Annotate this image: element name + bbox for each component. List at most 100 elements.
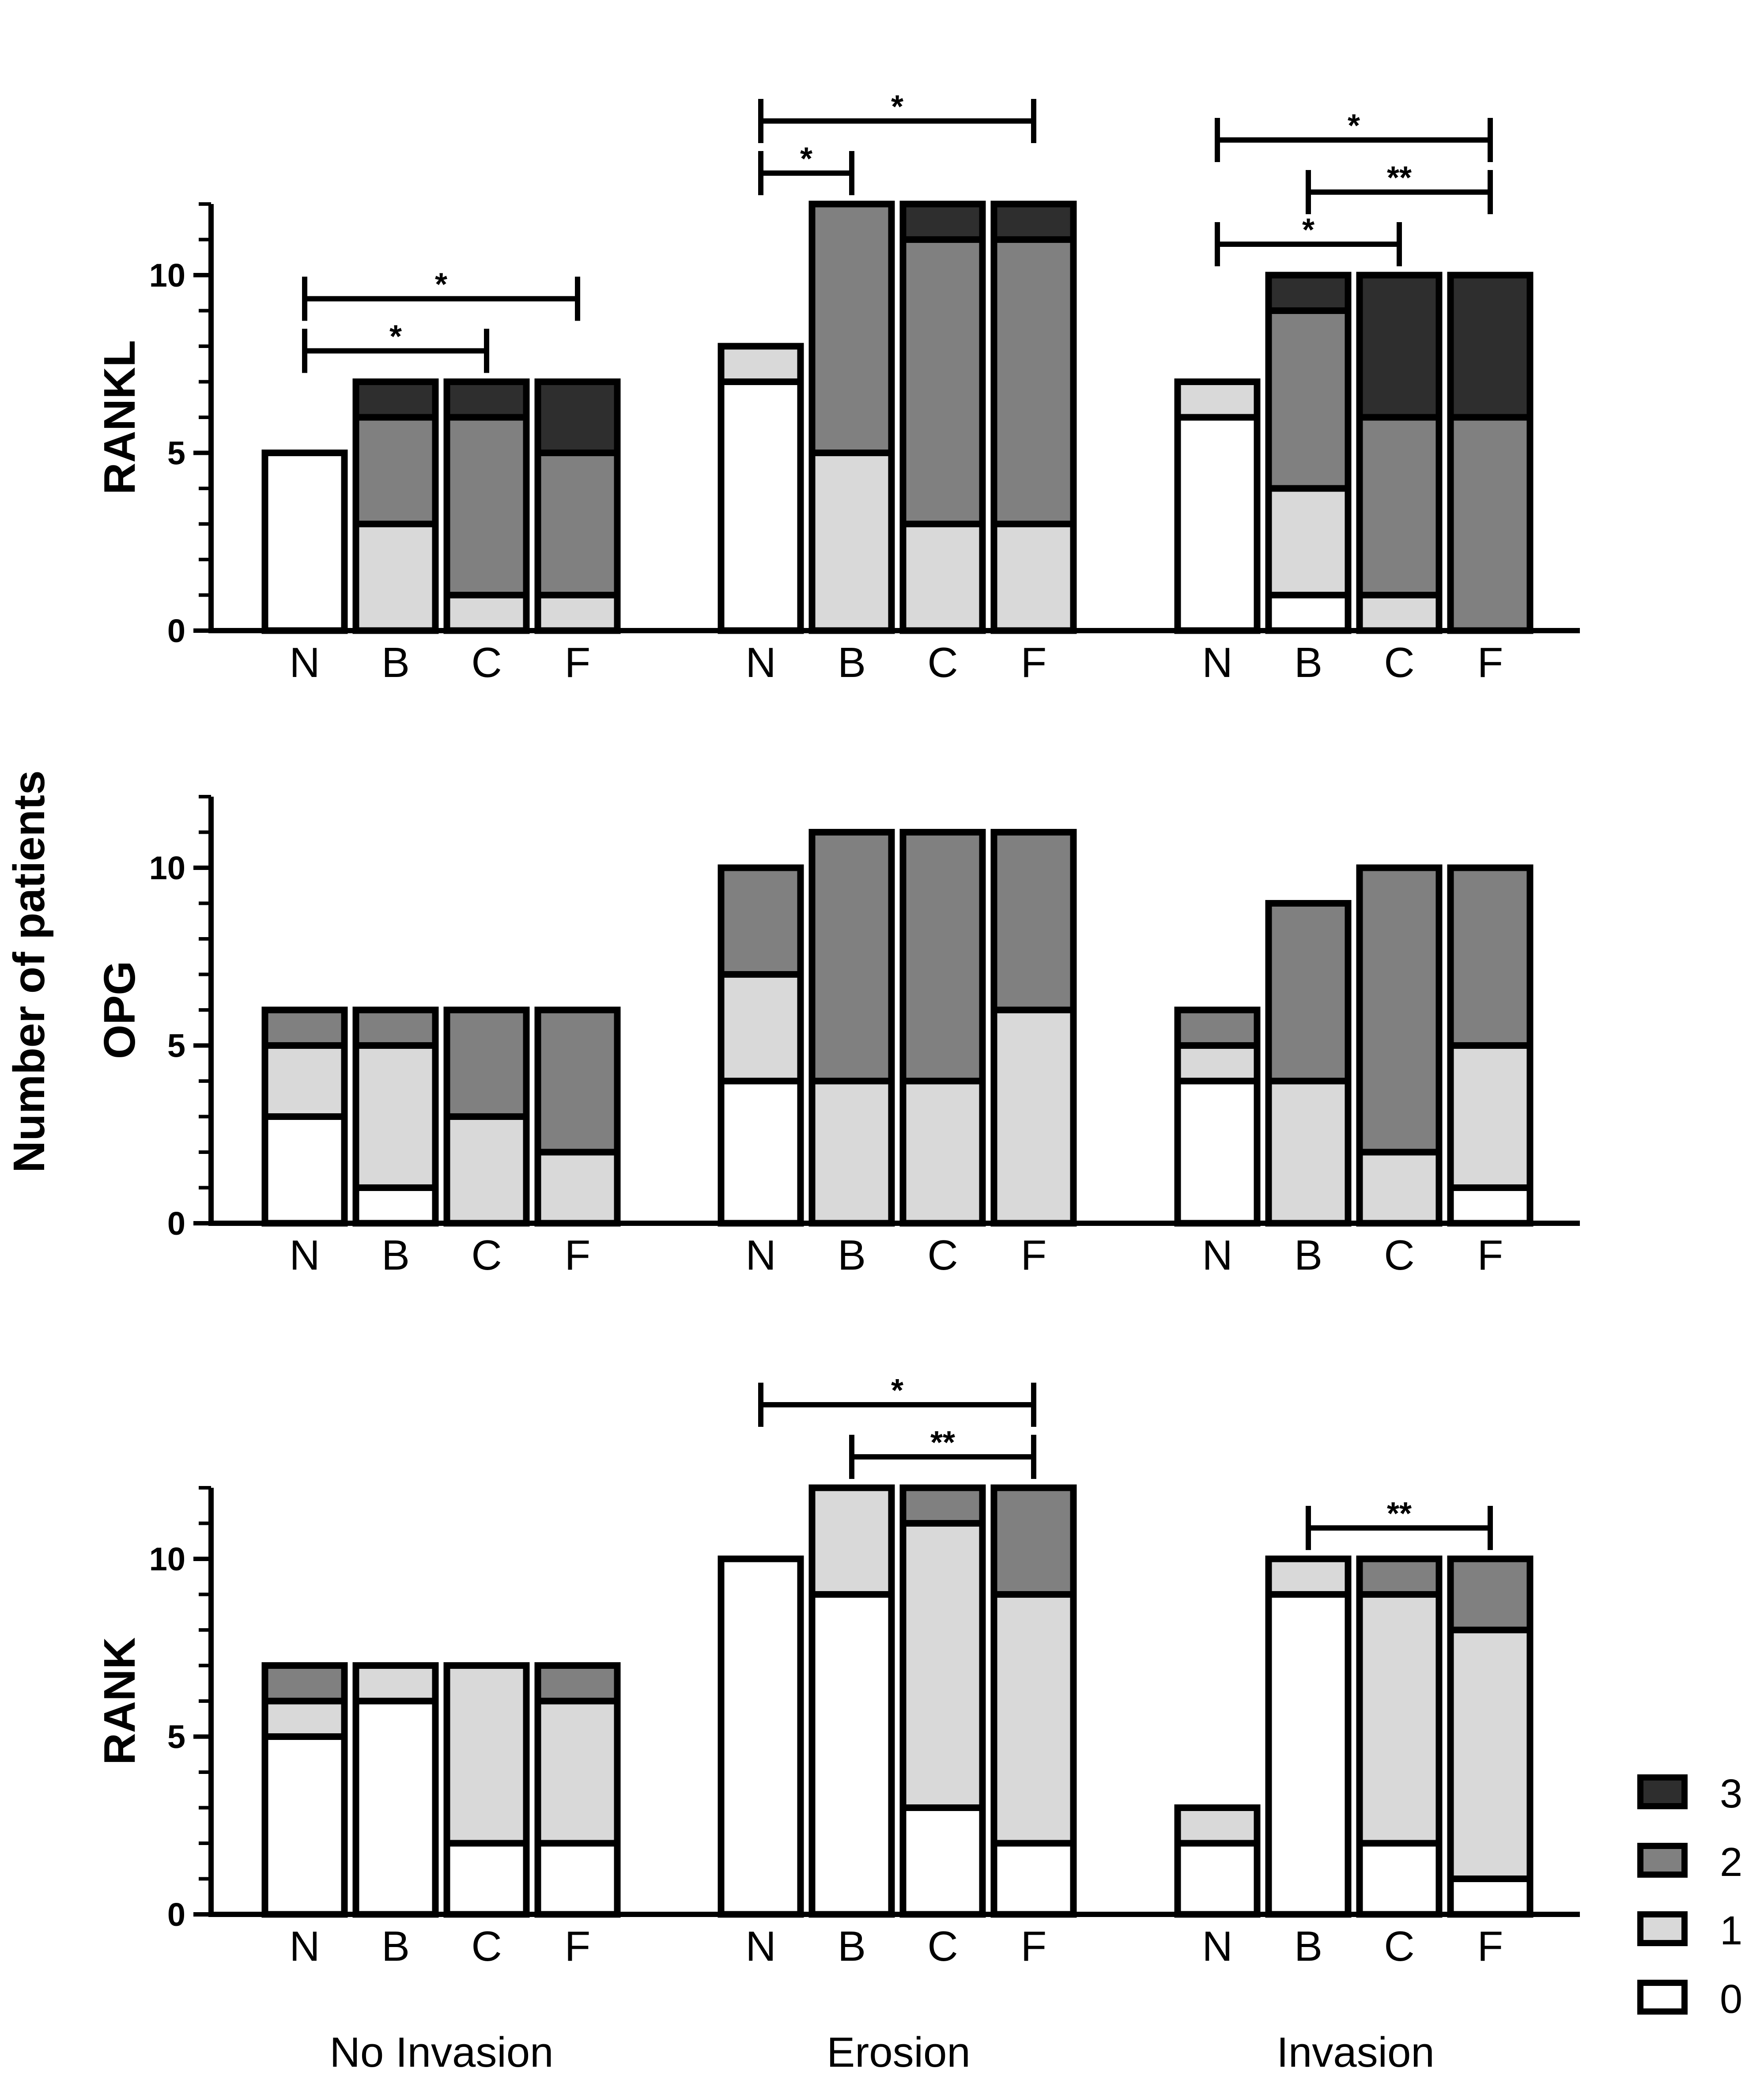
- bar-segment-opg-g2-F-score1: [1447, 1042, 1534, 1191]
- bar-segment-opg-g2-C-score1: [1356, 1149, 1443, 1227]
- y-axis-title: Number of patients: [4, 770, 54, 1172]
- bar-segment-rank-g1-F-score0: [990, 1840, 1077, 1918]
- bar-segment-rank-g2-C-score0: [1356, 1840, 1443, 1918]
- y-tick-label: 0: [167, 1205, 185, 1242]
- x-tick-label-C: C: [1384, 1923, 1414, 1970]
- x-tick-label-B: B: [1294, 1232, 1322, 1279]
- panel-title-rankl: RANKL: [95, 340, 144, 495]
- bar-segment-rank-g2-B-score0: [1265, 1591, 1352, 1918]
- bar-segment-opg-g1-N-score0: [718, 1078, 804, 1227]
- x-tick-label-F: F: [1021, 1923, 1047, 1970]
- bar-segment-rank-g0-B-score1: [352, 1662, 439, 1705]
- legend-label-score-1: 1: [1720, 1908, 1742, 1953]
- x-tick-label-N: N: [745, 1232, 776, 1279]
- legend-swatch-score-3: [1637, 1774, 1688, 1809]
- bar-segment-rank-g0-F-score1: [534, 1698, 621, 1847]
- bar-segment-opg-g0-N-score2: [261, 1006, 348, 1049]
- bar-segment-rank-g1-B-score0: [808, 1591, 895, 1918]
- bar-segment-rank-g2-F-score0: [1447, 1875, 1534, 1918]
- x-tick-label-B: B: [1294, 639, 1322, 686]
- bar-segment-rankl-g1-C-score3: [899, 200, 986, 243]
- bar-segment-opg-g0-B-score0: [352, 1184, 439, 1227]
- bar-segment-rank-g1-B-score1: [808, 1484, 895, 1598]
- bar-segment-rankl-g2-C-score2: [1356, 414, 1443, 598]
- x-tick-label-F: F: [565, 1232, 591, 1279]
- bar-segment-rankl-g2-B-score2: [1265, 307, 1352, 492]
- panel-opg: N B C F N B C F N B C F 0 5 10 OPG: [95, 795, 1580, 1279]
- panel-title-opg: OPG: [95, 961, 144, 1059]
- bar-segment-rankl-g0-C-score1: [443, 592, 530, 634]
- bar-segment-opg-g2-F-score0: [1447, 1184, 1534, 1227]
- bar-segment-rankl-g1-F-score2: [990, 236, 1077, 527]
- x-tick-label-C: C: [927, 1232, 958, 1279]
- x-tick-label-N: N: [1202, 1232, 1232, 1279]
- x-tick-label-N: N: [289, 1923, 320, 1970]
- bar-segment-rankl-g0-C-score2: [443, 414, 530, 598]
- bar-segment-rankl-g0-B-score2: [352, 414, 439, 527]
- bar-segment-rank-g0-C-score0: [443, 1840, 530, 1918]
- legend-label-score-0: 0: [1720, 1977, 1742, 2022]
- x-tick-label-F: F: [1021, 1232, 1047, 1279]
- x-tick-label-F: F: [1477, 1923, 1503, 1970]
- x-tick-label-C: C: [471, 639, 502, 686]
- x-tick-label-C: C: [471, 1923, 502, 1970]
- bar-segment-opg-g0-C-score1: [443, 1113, 530, 1227]
- significance-label: *: [1302, 212, 1315, 248]
- x-tick-label-C: C: [927, 639, 958, 686]
- bar-segment-opg-g2-N-score1: [1174, 1042, 1261, 1085]
- bar-segment-rankl-g0-B-score3: [352, 378, 439, 421]
- bar-segment-opg-g0-C-score2: [443, 1006, 530, 1120]
- legend-swatch-score-2: [1637, 1843, 1688, 1878]
- bar-segment-rank-g2-F-score2: [1447, 1555, 1534, 1633]
- bar-segment-rank-g1-C-score1: [899, 1520, 986, 1811]
- x-tick-label-N: N: [745, 1923, 776, 1970]
- y-tick-label: 0: [167, 613, 185, 649]
- group-label-erosion: Erosion: [827, 2029, 971, 2076]
- bar-segment-rank-g2-N-score1: [1174, 1804, 1261, 1847]
- group-label-invasion: Invasion: [1277, 2029, 1435, 2076]
- bar-segment-opg-g0-N-score0: [261, 1113, 348, 1227]
- x-tick-label-B: B: [382, 639, 410, 686]
- x-tick-label-B: B: [838, 639, 866, 686]
- bar-segment-rankl-g2-F-score3: [1447, 272, 1534, 421]
- bar-segment-opg-g2-B-score1: [1265, 1078, 1352, 1227]
- bar-segment-rank-g0-N-score2: [261, 1662, 348, 1705]
- bar-segment-rank-g0-C-score1: [443, 1662, 530, 1847]
- bar-segment-rankl-g1-C-score1: [899, 521, 986, 634]
- x-tick-label-C: C: [471, 1232, 502, 1279]
- bar-segment-rankl-g0-F-score3: [534, 378, 621, 456]
- x-tick-label-B: B: [382, 1232, 410, 1279]
- bar-segment-rank-g0-N-score1: [261, 1698, 348, 1740]
- bar-segment-rank-g1-N-score0: [718, 1555, 804, 1918]
- legend-label-score-2: 2: [1720, 1840, 1742, 1885]
- bar-segment-opg-g0-N-score1: [261, 1042, 348, 1120]
- bar-segment-rankl-g1-B-score2: [808, 200, 895, 456]
- significance-label: *: [891, 89, 903, 125]
- bar-segment-opg-g1-N-score2: [718, 864, 804, 978]
- bar-segment-opg-g0-B-score2: [352, 1006, 439, 1049]
- x-tick-label-N: N: [289, 1232, 320, 1279]
- bar-segment-rankl-g0-B-score1: [352, 521, 439, 634]
- y-tick-label: 10: [149, 850, 185, 886]
- group-labels: No Invasion Erosion Invasion: [330, 2029, 1435, 2076]
- bar-segment-rank-g2-N-score0: [1174, 1840, 1261, 1918]
- bar-segment-rankl-g2-B-score3: [1265, 272, 1352, 314]
- bar-segment-rankl-g0-F-score2: [534, 450, 621, 598]
- x-tick-label-N: N: [745, 639, 776, 686]
- bar-segment-rankl-g1-N-score0: [718, 378, 804, 634]
- legend-swatch-score-0: [1637, 1980, 1688, 2015]
- x-tick-label-B: B: [838, 1923, 866, 1970]
- x-tick-label-F: F: [565, 639, 591, 686]
- significance-label: **: [930, 1425, 955, 1460]
- bar-segment-rankl-g1-N-score1: [718, 343, 804, 385]
- x-tick-label-N: N: [1202, 639, 1232, 686]
- bar-segment-rank-g1-C-score0: [899, 1804, 986, 1918]
- bar-segment-opg-g1-N-score1: [718, 971, 804, 1085]
- x-tick-label-F: F: [565, 1923, 591, 1970]
- bar-segment-opg-g1-C-score2: [899, 829, 986, 1085]
- bar-segment-opg-g1-F-score2: [990, 829, 1077, 1013]
